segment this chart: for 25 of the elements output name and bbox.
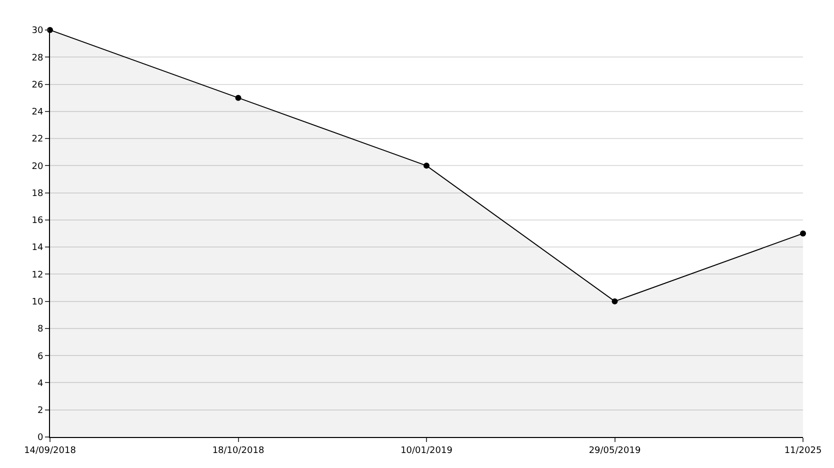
y-tick-label: 6 xyxy=(37,352,44,362)
x-tick-label: 14/09/2018 xyxy=(24,446,76,456)
y-tick-label: 4 xyxy=(37,378,44,389)
y-tick-label: 12 xyxy=(32,270,44,280)
y-tick-label: 20 xyxy=(32,162,44,172)
y-tick-label: 16 xyxy=(32,216,44,226)
y-tick-label: 22 xyxy=(32,134,44,145)
y-tick-label: 28 xyxy=(32,53,44,64)
y-tick-label: 14 xyxy=(32,243,44,254)
x-tick-label: 11/2025 xyxy=(784,446,822,456)
y-tick-label: 8 xyxy=(37,324,44,335)
x-tick-label: 10/01/2019 xyxy=(400,446,453,456)
y-tick-label: 0 xyxy=(37,433,44,444)
y-tick-label: 10 xyxy=(32,297,44,308)
y-tick-label: 30 xyxy=(32,26,44,36)
y-tick-label: 2 xyxy=(37,406,44,416)
point xyxy=(800,230,806,236)
x-tick-label: 18/10/2018 xyxy=(212,446,264,456)
point xyxy=(612,298,618,304)
y-tick-label: 18 xyxy=(32,188,44,199)
y-tick-label: 26 xyxy=(32,80,44,90)
x-tick-label: 29/05/2019 xyxy=(588,446,641,456)
point xyxy=(424,162,430,169)
y-tick-label: 24 xyxy=(32,108,44,118)
point xyxy=(235,94,242,101)
